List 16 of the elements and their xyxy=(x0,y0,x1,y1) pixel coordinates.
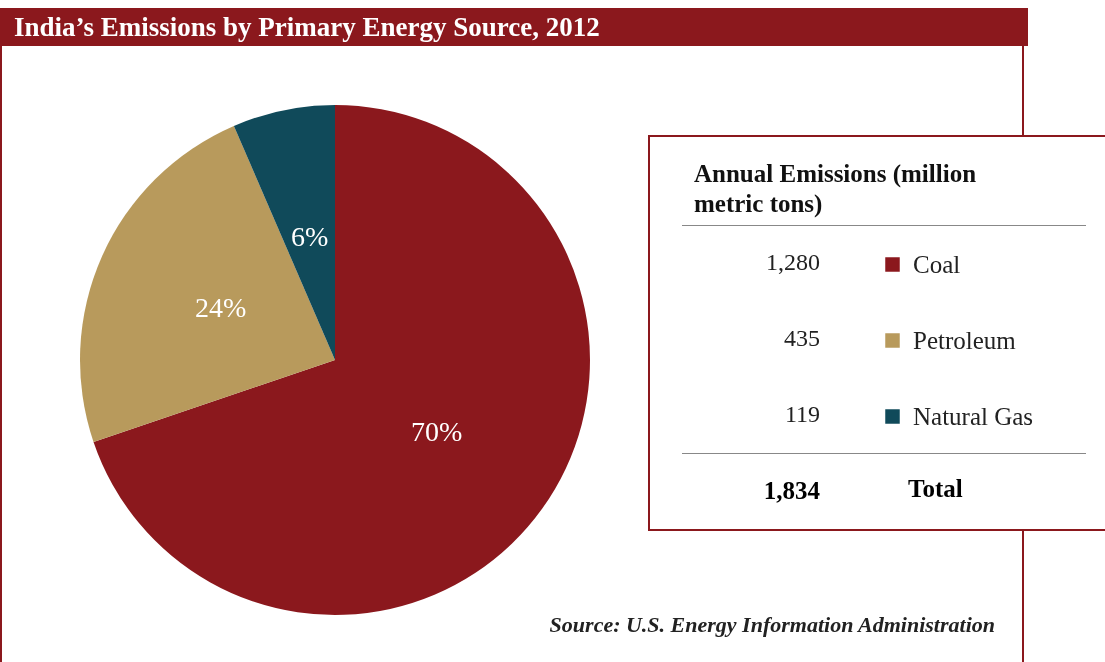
pie-slice xyxy=(93,105,590,615)
text: 24% xyxy=(195,292,247,324)
pie-slice xyxy=(80,125,335,442)
text: 6% xyxy=(291,220,329,252)
text: 70% xyxy=(410,415,463,447)
legend-label: Natural Gas xyxy=(913,402,1034,430)
legend-title: Annual Emissions (million metric tons) xyxy=(694,159,978,219)
data-label: 435 xyxy=(784,325,820,352)
legend-label: Petroleum xyxy=(913,326,1017,354)
chart-title: India’s Emissions by Primary Energy Source, 2012 xyxy=(0,8,1028,46)
legend-label: Coal xyxy=(913,250,961,278)
text: Total xyxy=(908,475,963,503)
text: 1,834 xyxy=(763,477,820,504)
data-label: 119 xyxy=(784,401,820,428)
data-label: 1,280 xyxy=(766,249,820,276)
source-note: Source: U.S. Energy Information Administration xyxy=(549,612,995,638)
